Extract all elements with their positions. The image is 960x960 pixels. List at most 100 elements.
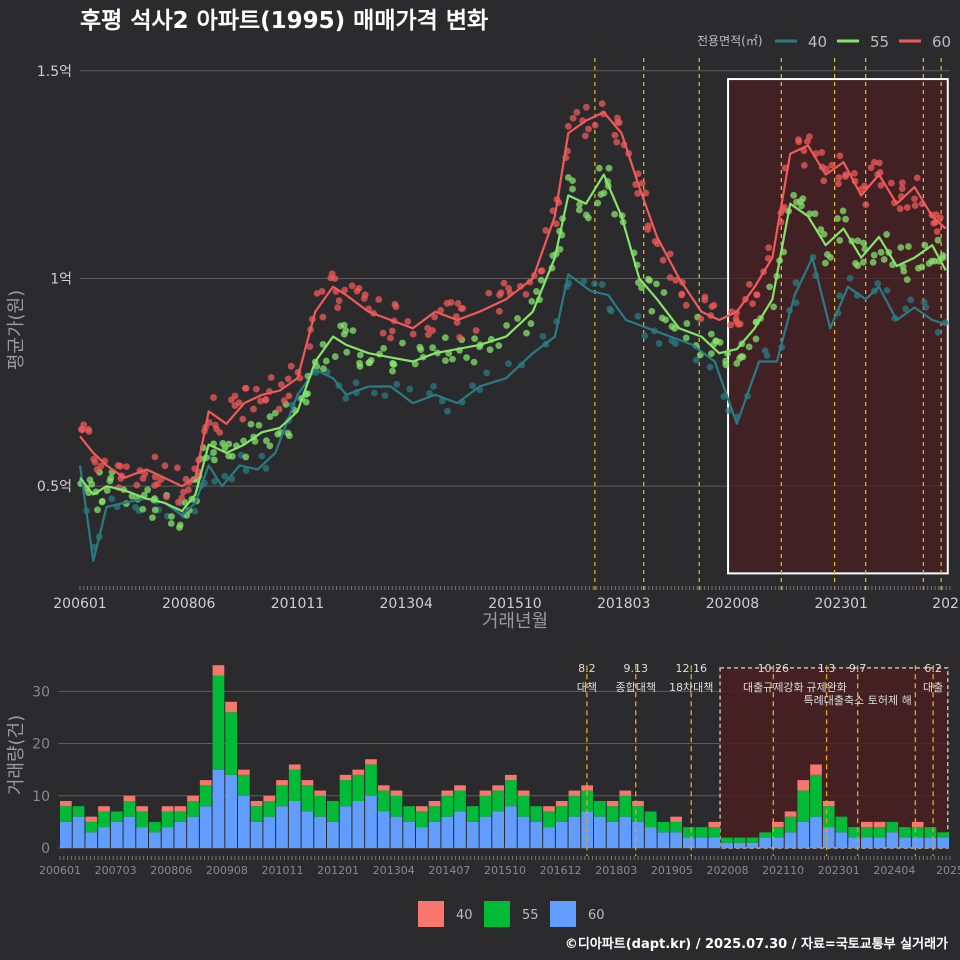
volume-bar-55 xyxy=(161,811,174,828)
volume-bar-55 xyxy=(937,832,949,838)
policy-annotation-label: 대출규제강화 xyxy=(743,681,804,694)
price-point-60 xyxy=(91,458,99,466)
volume-bar-55 xyxy=(98,811,110,828)
volume-bar-40 xyxy=(708,821,721,828)
price-point-55 xyxy=(98,497,106,505)
price-point-60 xyxy=(678,290,686,298)
price-point-40 xyxy=(902,305,909,313)
price-point-55 xyxy=(918,263,926,271)
price-point-55 xyxy=(210,449,218,456)
price-point-60 xyxy=(93,466,101,473)
volume-bar-40 xyxy=(873,821,886,828)
volume-x-tick-label: 202110 xyxy=(762,864,804,877)
policy-annotation-label: 종합대책 xyxy=(615,681,655,694)
price-y-tick-label: 1.5억 xyxy=(37,64,72,80)
volume-y-tick-label: 0 xyxy=(41,841,50,857)
price-point-60 xyxy=(453,319,461,327)
price-point-60 xyxy=(85,428,93,435)
price-point-40 xyxy=(108,495,116,503)
policy-annotation-date: 9.13 xyxy=(623,662,648,675)
volume-bar-40 xyxy=(276,780,288,786)
volume-bar-60 xyxy=(301,811,314,848)
price-point-55 xyxy=(533,288,540,295)
volume-bar-60 xyxy=(708,837,721,848)
volume-bar-55 xyxy=(657,821,670,833)
price-y-axis-title: 평균가(원) xyxy=(6,290,27,370)
volume-bar-60 xyxy=(212,769,225,848)
volume-bar-55 xyxy=(632,806,644,822)
policy-annotation-date: 9.7 xyxy=(849,662,867,675)
price-point-55 xyxy=(167,520,175,527)
volume-legend-swatch-55 xyxy=(484,901,510,927)
volume-bar-55 xyxy=(441,795,454,817)
price-point-55 xyxy=(745,343,753,351)
volume-bar-60 xyxy=(543,827,555,848)
volume-bars xyxy=(60,665,949,848)
volume-bar-60 xyxy=(555,821,568,848)
price-point-40 xyxy=(352,379,360,387)
volume-bar-40 xyxy=(263,795,276,801)
volume-bar-40 xyxy=(568,790,581,796)
volume-bar-60 xyxy=(835,832,848,848)
volume-bar-40 xyxy=(365,759,377,765)
price-point-55 xyxy=(594,199,602,207)
price-point-55 xyxy=(646,277,654,284)
price-point-55 xyxy=(255,421,263,429)
price-point-55 xyxy=(94,506,101,514)
volume-bar-60 xyxy=(136,827,148,848)
volume-legend-label-55: 55 xyxy=(522,908,539,923)
price-series-line-55 xyxy=(79,173,947,513)
price-point-55 xyxy=(429,344,437,352)
volume-bar-60 xyxy=(746,842,759,848)
price-point-40 xyxy=(426,389,433,397)
price-point-60 xyxy=(542,227,550,234)
volume-bar-40 xyxy=(250,801,263,807)
volume-x-tick-label: 201304 xyxy=(373,864,415,877)
volume-bar-55 xyxy=(263,801,276,817)
price-legend: 전용면적(㎡) 40 55 60 xyxy=(697,33,951,51)
price-point-55 xyxy=(880,256,888,263)
chart-title: 후평 석사2 아파트(1995) 매매가격 변화 xyxy=(80,8,488,34)
price-point-60 xyxy=(235,399,243,406)
volume-legend-swatch-60 xyxy=(550,901,576,927)
price-point-55 xyxy=(556,245,564,253)
price-point-55 xyxy=(733,360,741,367)
volume-bar-55 xyxy=(695,827,708,838)
volume-bar-60 xyxy=(759,837,771,848)
volume-x-tick-label: 201905 xyxy=(651,864,693,877)
volume-bar-40 xyxy=(60,801,72,807)
price-point-60 xyxy=(899,179,906,187)
volume-bar-60 xyxy=(619,816,632,848)
volume-bar-60 xyxy=(263,816,276,848)
volume-bar-60 xyxy=(314,816,326,848)
volume-bar-60 xyxy=(60,821,72,848)
volume-bar-60 xyxy=(797,821,810,848)
price-point-55 xyxy=(399,339,406,347)
price-point-55 xyxy=(225,440,233,448)
price-point-60 xyxy=(210,394,217,401)
volume-bar-40 xyxy=(199,780,212,786)
price-point-55 xyxy=(319,340,327,348)
volume-bar-40 xyxy=(632,801,644,807)
volume-bar-60 xyxy=(517,816,530,848)
price-point-60 xyxy=(867,164,875,172)
volume-bar-55 xyxy=(492,790,504,812)
price-point-60 xyxy=(936,214,944,222)
price-x-tick-label: 2025 xyxy=(932,596,960,612)
price-point-40 xyxy=(370,389,378,397)
price-point-55 xyxy=(824,250,831,258)
price-point-60 xyxy=(409,330,417,338)
price-point-40 xyxy=(874,280,882,287)
price-point-40 xyxy=(483,369,490,377)
price-point-55 xyxy=(343,348,351,356)
price-point-60 xyxy=(710,301,718,309)
volume-bar-55 xyxy=(759,832,771,838)
price-point-55 xyxy=(380,344,388,352)
price-point-55 xyxy=(470,358,478,366)
price-point-40 xyxy=(725,407,732,415)
volume-bar-55 xyxy=(670,821,682,833)
price-legend-title: 전용면적(㎡) xyxy=(697,34,763,48)
price-point-40 xyxy=(539,332,547,340)
price-point-60 xyxy=(431,313,439,321)
volume-bar-60 xyxy=(123,816,136,848)
